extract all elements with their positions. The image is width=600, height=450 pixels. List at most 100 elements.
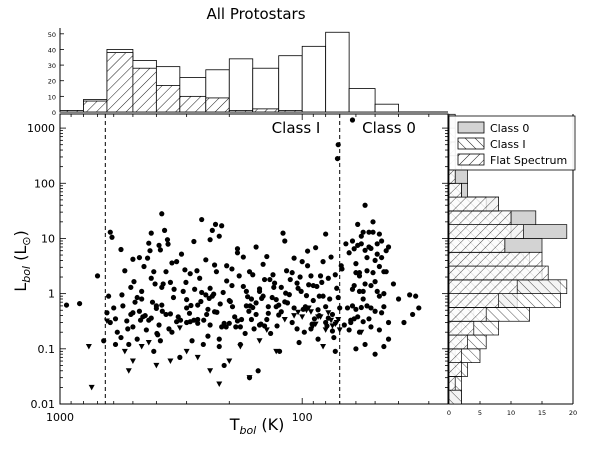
- source-point: [170, 294, 177, 301]
- source-point: [124, 318, 130, 324]
- source-point: [232, 314, 238, 320]
- source-point: [335, 142, 341, 148]
- source-point: [329, 328, 336, 334]
- top-histogram-hatched-bar: [155, 85, 181, 113]
- y-axis-title: Lbol (L⊙): [11, 230, 33, 291]
- source-point: [332, 272, 338, 278]
- source-point: [327, 296, 333, 302]
- source-point: [323, 231, 329, 237]
- top-histogram-hatched-bar: [132, 67, 157, 113]
- source-point: [379, 254, 385, 261]
- source-point: [169, 260, 175, 266]
- source-point: [410, 311, 416, 318]
- source-point: [297, 274, 303, 280]
- x-axis-title-main: T: [229, 415, 240, 434]
- source-point: [261, 323, 268, 329]
- source-point: [260, 261, 266, 267]
- source-point: [379, 238, 385, 244]
- source-point: [149, 299, 156, 305]
- source-point: [111, 305, 117, 311]
- source-point: [105, 293, 112, 299]
- source-point: [349, 117, 356, 123]
- source-point: [112, 316, 119, 322]
- flat-spectrum-bar: [448, 196, 499, 212]
- source-point: [112, 341, 119, 348]
- source-point: [174, 259, 180, 265]
- top-histogram-bar: [374, 103, 399, 113]
- upper-limit-marker: [167, 358, 174, 365]
- source-point: [177, 317, 184, 323]
- top-histogram-bar: [278, 55, 303, 113]
- flat-spectrum-bar: [448, 362, 462, 377]
- source-point: [159, 211, 165, 217]
- source-point: [154, 330, 160, 337]
- source-point: [323, 304, 329, 310]
- top-histogram-hatched-bar: [205, 97, 230, 113]
- source-point: [329, 311, 336, 318]
- source-point: [148, 315, 154, 321]
- source-point: [248, 296, 255, 302]
- upper-limit-marker: [307, 309, 314, 315]
- source-point: [253, 244, 259, 250]
- upper-limit-marker: [317, 314, 324, 320]
- source-point: [366, 229, 372, 235]
- source-point: [229, 266, 235, 272]
- legend-label-flat-spectrum: Flat Spectrum: [490, 154, 567, 167]
- source-point: [356, 273, 363, 279]
- flat-spectrum-bar: [448, 251, 543, 267]
- source-point: [63, 302, 70, 308]
- source-point: [130, 256, 136, 262]
- source-point: [203, 257, 209, 263]
- source-point: [353, 306, 359, 312]
- top-histogram-bar: [325, 31, 350, 113]
- source-point: [381, 343, 387, 350]
- source-point: [368, 245, 374, 252]
- source-point: [164, 237, 171, 243]
- source-point: [221, 362, 227, 369]
- source-point: [358, 304, 364, 311]
- upper-limit-marker: [85, 344, 92, 350]
- x-tick-label: 1000: [46, 411, 74, 424]
- source-point: [207, 322, 213, 328]
- top-y-tick-label: 0: [52, 109, 56, 117]
- y-tick-label: 0.1: [38, 343, 56, 356]
- source-point: [368, 305, 374, 311]
- source-point: [192, 286, 198, 292]
- source-point: [294, 280, 300, 286]
- y-tick-label: 10: [41, 232, 55, 245]
- source-point: [314, 283, 320, 290]
- source-point: [344, 305, 351, 311]
- source-point: [320, 259, 326, 265]
- source-point: [109, 234, 115, 240]
- source-point: [413, 293, 419, 299]
- source-point: [273, 304, 279, 310]
- source-point: [143, 327, 149, 333]
- source-point: [234, 246, 241, 252]
- source-point: [271, 284, 277, 290]
- source-point: [253, 300, 259, 306]
- top-y-tick-label: 50: [48, 31, 56, 39]
- source-point: [156, 242, 162, 248]
- source-point: [353, 261, 359, 267]
- source-point: [374, 241, 380, 247]
- source-point: [198, 298, 204, 305]
- source-point: [358, 233, 364, 239]
- source-point: [353, 270, 359, 276]
- source-point: [104, 310, 110, 316]
- side-x-tick-label: 10: [507, 409, 515, 417]
- source-point: [165, 241, 171, 247]
- source-point: [267, 276, 273, 283]
- legend-swatch-class-0: [457, 121, 485, 134]
- source-point: [159, 308, 165, 314]
- source-point: [224, 278, 230, 284]
- source-point: [306, 282, 312, 288]
- source-point: [167, 311, 174, 317]
- source-point: [289, 319, 295, 326]
- source-point: [416, 305, 422, 311]
- source-point: [370, 219, 376, 225]
- source-point: [182, 267, 188, 273]
- source-point: [206, 295, 212, 301]
- source-point: [191, 238, 197, 245]
- source-point: [308, 273, 314, 279]
- upper-limit-marker: [281, 316, 288, 323]
